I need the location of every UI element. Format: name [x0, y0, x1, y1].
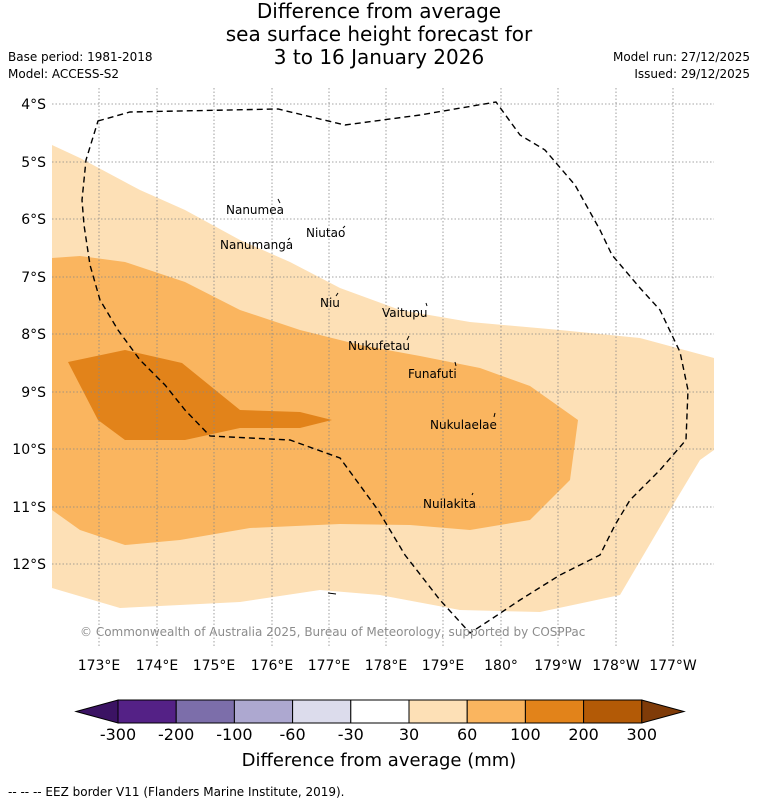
- map-title: Difference from average sea surface heig…: [0, 0, 758, 69]
- model-run: Model run: 27/12/2025: [612, 50, 750, 64]
- lon-label: 173°E: [78, 658, 121, 674]
- lon-label: 174°E: [136, 658, 179, 674]
- island-vaitupu: Vaitupu: [382, 306, 428, 320]
- island-nukulaelae: Nukulaelae: [430, 418, 497, 432]
- lon-label: 178°E: [365, 658, 408, 674]
- grid-lines: [52, 88, 714, 648]
- lat-label: 10°S: [12, 442, 46, 458]
- lon-label: 179°E: [422, 658, 465, 674]
- island-markers: [277, 198, 496, 595]
- latitude-labels: 4°S 5°S 6°S 7°S 8°S 9°S 10°S 11°S 12°S: [12, 97, 46, 573]
- lat-label: 6°S: [21, 212, 46, 228]
- lon-label: 176°E: [251, 658, 294, 674]
- meta-right: Model run: 27/12/2025 Issued: 29/12/2025: [613, 49, 750, 83]
- lon-label: 177°E: [308, 658, 351, 674]
- colorbar-swatch: [350, 699, 410, 724]
- island-funafuti: Funafuti: [408, 367, 457, 381]
- colorbar-tick-label: 200: [568, 725, 599, 744]
- title-line-1: Difference from average: [256, 0, 502, 23]
- lon-label: 180°: [484, 658, 518, 674]
- lat-label: 12°S: [12, 557, 46, 573]
- island-niutao: Niutao: [306, 226, 345, 240]
- lon-label: 177°W: [649, 658, 697, 674]
- island-nukufetau: Nukufetau: [348, 339, 410, 353]
- colorbar-tick-label: -100: [216, 725, 253, 744]
- lon-label: 178°W: [592, 658, 640, 674]
- eez-border: [81, 101, 689, 634]
- lat-label: 11°S: [12, 500, 46, 516]
- colorbar-extend-low: [74, 699, 119, 724]
- lat-label: 7°S: [21, 270, 46, 286]
- lat-label: 4°S: [21, 97, 46, 113]
- meta-left: Base period: 1981-2018 Model: ACCESS-S2: [8, 49, 153, 83]
- colorbar-tick-label: -300: [99, 725, 137, 744]
- colorbar-tick-label: 60: [457, 725, 478, 744]
- lon-label: 175°E: [193, 658, 236, 674]
- colorbar-swatch: [117, 699, 177, 724]
- band-100-200: [68, 350, 332, 440]
- colorbar-tick-label: -200: [158, 725, 195, 744]
- island-nuilakita: Nuilakita: [423, 497, 476, 511]
- lat-label: 9°S: [21, 385, 46, 401]
- colorbar-swatch: [524, 699, 585, 724]
- colorbar-tick-label: -30: [337, 725, 364, 744]
- island-nanumea: Nanumea: [226, 203, 284, 217]
- colorbar-swatch: [408, 699, 468, 724]
- island-labels: Nanumea Nanumanga Niutao Niu Vaitupu Nuk…: [220, 203, 497, 511]
- colorbar-title: Difference from average (mm): [241, 750, 517, 771]
- colorbar-tick-label: 100: [510, 725, 541, 744]
- lat-label: 8°S: [21, 327, 46, 343]
- longitude-labels: 173°E 174°E 175°E 176°E 177°E 178°E 179°E 180° 1…: [78, 658, 697, 674]
- lat-label: 5°S: [21, 155, 46, 171]
- island-niu: Niu: [320, 296, 340, 310]
- band-60-100: [52, 256, 578, 545]
- colorbar-swatch: [233, 699, 294, 724]
- colorbar-swatch: [466, 699, 526, 724]
- lon-label: 179°W: [534, 658, 582, 674]
- eez-legend-note: -- -- -- EEZ border V11 (Flanders Marine…: [8, 785, 345, 799]
- base-period: Base period: 1981-2018: [8, 50, 153, 64]
- issued-date: Issued: 29/12/2025: [634, 67, 750, 81]
- title-line-3: 3 to 16 January 2026: [273, 45, 485, 69]
- colorbar-swatch: [175, 699, 235, 724]
- colorbar-tick-label: 30: [398, 725, 420, 744]
- copyright-notice: © Commonwealth of Australia 2025, Bureau…: [80, 625, 585, 639]
- island-nanumanga: Nanumanga: [220, 238, 293, 252]
- colorbar-extend-high: [641, 699, 686, 724]
- colorbar-tick-label: 300: [626, 725, 658, 744]
- title-line-2: sea surface height forecast for: [225, 22, 533, 46]
- model-name: Model: ACCESS-S2: [8, 67, 120, 81]
- colorbar: [74, 699, 686, 724]
- colorbar-swatch: [292, 699, 352, 724]
- colorbar-swatch: [583, 699, 643, 724]
- colorbar-tick-label: -60: [279, 725, 306, 744]
